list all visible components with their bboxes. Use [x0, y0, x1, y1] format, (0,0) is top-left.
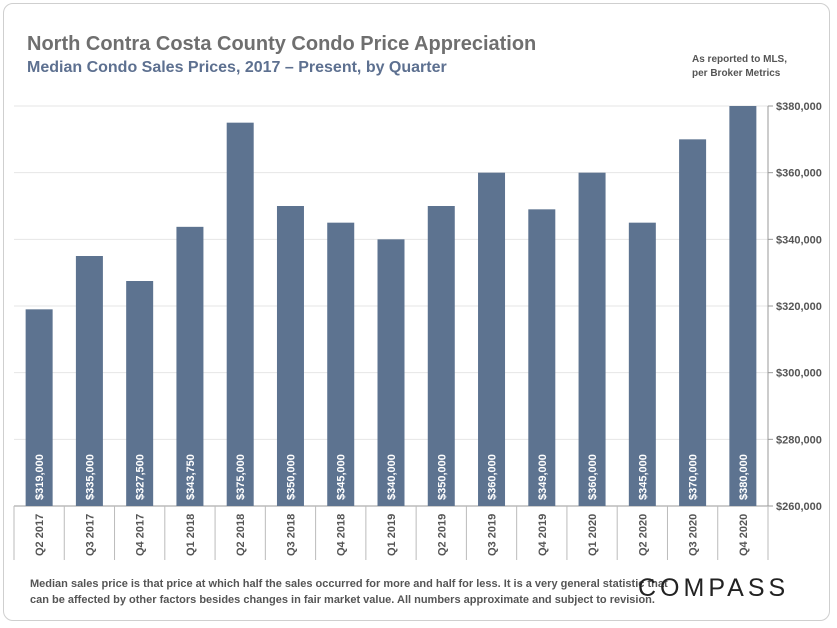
- footnote-line-1: Median sales price is that price at whic…: [30, 578, 668, 590]
- bar: [377, 239, 405, 507]
- y-tick-label: $380,000: [776, 101, 822, 113]
- bar-value-label: $360,000: [487, 454, 499, 500]
- bar-value-label: $343,750: [185, 454, 197, 500]
- y-tick-label: $260,000: [776, 501, 822, 513]
- bar: [578, 172, 606, 506]
- x-tick-label: Q3 2018: [285, 514, 297, 556]
- bar-value-label: $319,000: [34, 454, 46, 500]
- x-tick-label: Q2 2020: [637, 514, 649, 556]
- bar-value-label: $340,000: [386, 454, 398, 500]
- bar-value-label: $370,000: [688, 454, 700, 500]
- y-tick-label: $340,000: [776, 234, 822, 246]
- bar: [427, 206, 455, 506]
- bar: [25, 309, 53, 506]
- y-tick-label: $280,000: [776, 434, 822, 446]
- x-tick-label: Q4 2020: [738, 514, 750, 556]
- x-tick-label: Q2 2018: [235, 514, 247, 556]
- bar: [276, 206, 304, 506]
- footnote-line-2: can be affected by other factors besides…: [30, 594, 655, 606]
- bar: [528, 209, 556, 507]
- bar: [176, 226, 204, 507]
- bar-value-label: $345,000: [336, 454, 348, 500]
- bar-value-label: $345,000: [637, 454, 649, 500]
- bar: [729, 106, 757, 506]
- x-tick-label: Q2 2017: [34, 514, 46, 556]
- source-note: As reported to MLS, per Broker Metrics: [692, 53, 787, 81]
- bar: [679, 139, 707, 507]
- bar-value-label: $327,500: [135, 454, 147, 500]
- bar: [126, 281, 154, 506]
- bar: [327, 222, 355, 506]
- bar-value-label: $335,000: [84, 454, 96, 500]
- x-tick-label: Q2 2019: [436, 514, 448, 556]
- x-tick-label: Q3 2020: [688, 514, 700, 556]
- bar: [628, 222, 656, 506]
- source-line-1: As reported to MLS,: [692, 54, 788, 65]
- bar-value-label: $380,000: [738, 454, 750, 500]
- x-tick-label: Q1 2019: [386, 514, 398, 556]
- bar-value-label: $349,000: [537, 454, 549, 500]
- x-tick-label: Q1 2018: [185, 514, 197, 556]
- source-line-2: per Broker Metrics: [692, 68, 781, 79]
- x-tick-label: Q3 2019: [487, 514, 499, 556]
- x-tick-label: Q4 2019: [537, 514, 549, 556]
- chart-subtitle: Median Condo Sales Prices, 2017 – Presen…: [27, 59, 447, 76]
- x-tick-label: Q3 2017: [84, 514, 96, 556]
- bar-value-label: $350,000: [285, 454, 297, 500]
- x-tick-label: Q4 2017: [135, 514, 147, 556]
- x-tick-label: Q4 2018: [336, 514, 348, 556]
- chart-title: North Contra Costa County Condo Price Ap…: [27, 33, 537, 55]
- bar: [226, 122, 254, 507]
- bar-value-label: $375,000: [235, 454, 247, 500]
- footnote: Median sales price is that price at whic…: [30, 576, 668, 608]
- compass-logo: COMPASS: [638, 574, 790, 602]
- y-tick-label: $300,000: [776, 368, 822, 380]
- bar: [75, 256, 103, 506]
- bar-value-label: $350,000: [436, 454, 448, 500]
- bar: [478, 172, 506, 506]
- x-tick-label: Q1 2020: [587, 514, 599, 556]
- bar-value-label: $360,000: [587, 454, 599, 500]
- y-tick-label: $360,000: [776, 168, 822, 180]
- y-tick-label: $320,000: [776, 301, 822, 313]
